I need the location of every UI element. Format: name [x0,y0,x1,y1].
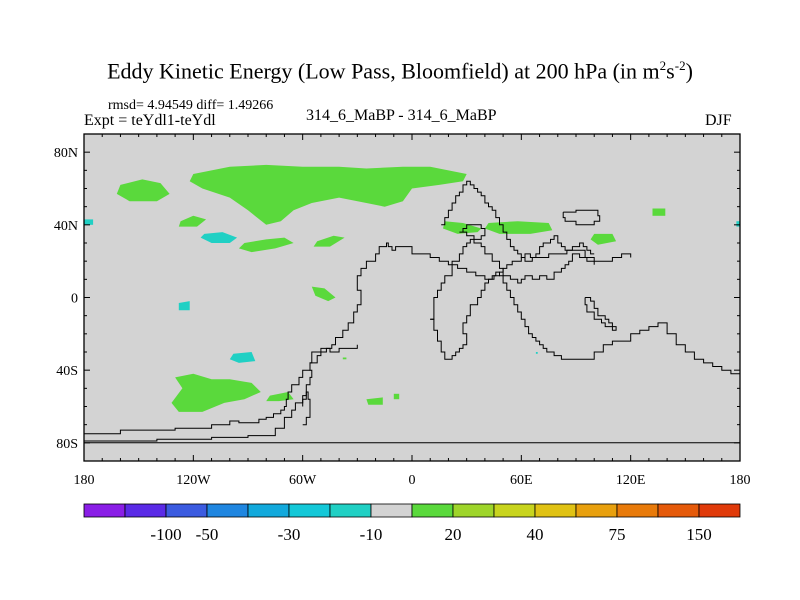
y-tick-label-4: 40S [56,364,78,379]
colorbar-label-3: -30 [278,525,301,544]
colorbar-label-4: -10 [360,525,383,544]
colorbar-swatch-3 [165,503,208,518]
colorbar-label-5: 20 [445,525,462,544]
colorbar-label-8: 150 [686,525,712,544]
colorbar-swatch-5 [247,503,290,518]
anomaly-region-10 [393,393,400,400]
colorbar-swatch-4 [206,503,249,518]
x-tick-label-1: 180 [74,473,95,488]
anomaly-region-9 [366,397,383,405]
colorbar-label-2: -50 [196,525,219,544]
coastline-7 [441,180,595,262]
x-tick-label-5: 60E [510,473,533,488]
colorbar-label-1: -100 [150,525,181,544]
x-tick-label-7: 180 [730,473,751,488]
axis-layer: 180 120W 60W 0 60E 120E 180 80N 40N 0 40S 80S [54,133,751,488]
coastline-10 [584,297,617,331]
colorbar-swatch-15 [657,503,700,518]
colorbar: -100 -50 -30 -10 20 40 75 150 [83,503,741,544]
x-tick-label-3: 60W [289,473,317,488]
chart-title: Eddy Kinetic Energy (Low Pass, Bloomfiel… [0,58,800,84]
stats-label: rmsd= 4.94549 diff= 1.49266 [108,98,274,113]
anomaly-region-2 [189,164,467,225]
colorbar-swatch-6 [288,503,331,518]
colorbar-swatch-2 [124,503,167,518]
anomaly-region-14 [652,208,666,216]
y-tick-label-3: 0 [71,292,78,307]
colorbar-label-7: 75 [609,525,626,544]
anomaly-region-11 [443,221,482,234]
colorbar-swatch-7 [329,503,372,518]
y-tick-label-5: 80S [56,437,78,452]
colorbar-swatch-13 [575,503,618,518]
coastline-8 [459,224,486,240]
colorbar-swatch-12 [534,503,577,518]
anomaly-region-13 [590,233,617,245]
anomaly-region-16 [84,219,94,225]
experiment-label: Expt = teYdl1-teYdl [84,112,216,129]
title-sup-2: -2 [674,58,686,73]
anomaly-region-20 [535,352,538,354]
map-layer [84,134,740,461]
coastline-6 [430,238,595,320]
anomaly-region-6 [311,286,336,302]
anomaly-region-21 [342,357,347,360]
coastline-5 [430,271,740,378]
anomaly-region-1 [116,179,170,202]
anomaly-region-18 [178,301,190,311]
colorbar-swatch-1 [83,503,126,518]
colorbar-swatch-8 [370,503,413,518]
subtitle-label: 314_6_MaBP - 314_6_MaBP [306,107,497,124]
x-tick-label-6: 120E [616,473,646,488]
y-tick-label-1: 80N [54,146,78,161]
x-tick-label-4: 0 [409,473,416,488]
title-close: ) [685,58,693,84]
coastline-9 [562,209,601,226]
season-label: DJF [705,112,732,129]
anomaly-region-3 [178,215,207,227]
title-mid: s [666,58,675,84]
x-tick-label-2: 120W [176,473,211,488]
anomaly-region-4 [238,237,294,253]
title-sup-1: 2 [659,58,667,73]
colorbar-swatch-11 [493,503,536,518]
colorbar-swatch-10 [452,503,495,518]
anomaly-region-15 [200,232,238,243]
colorbar-swatch-14 [616,503,659,518]
colorbar-swatch-16 [698,503,741,518]
anomaly-region-19 [229,352,256,363]
colorbar-swatch-9 [411,503,454,518]
anomaly-region-7 [171,373,261,412]
coastline-2 [84,344,358,442]
y-tick-label-2: 40N [54,219,78,234]
anomaly-region-5 [313,235,345,247]
title-main: Eddy Kinetic Energy (Low Pass, Bloomfiel… [107,58,660,84]
coastline-3 [302,391,311,426]
colorbar-label-6: 40 [527,525,544,544]
